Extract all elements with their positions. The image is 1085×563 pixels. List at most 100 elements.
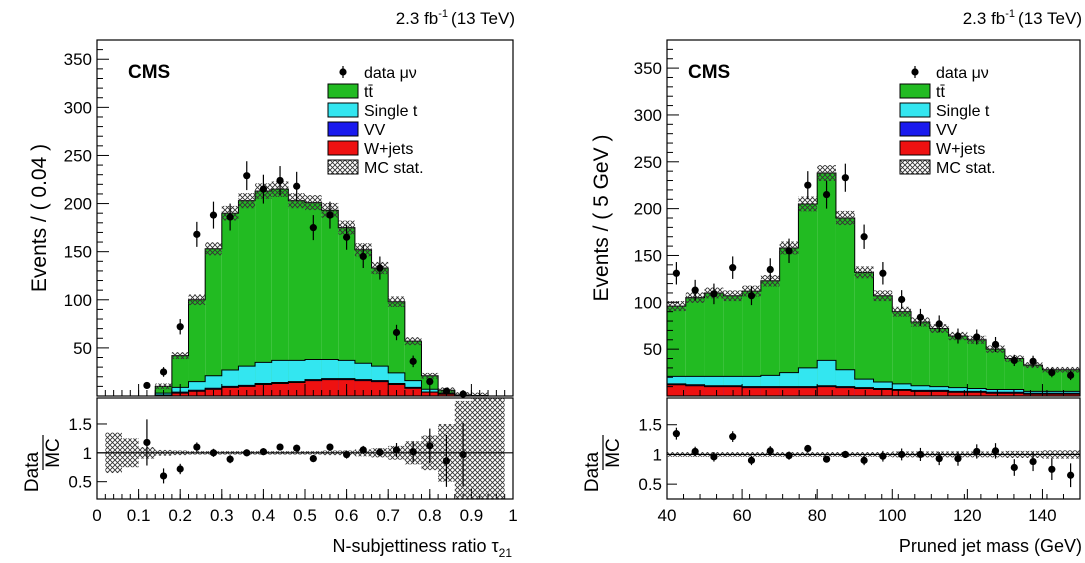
left-ratio-point xyxy=(160,472,167,479)
right-ratio-point xyxy=(1048,466,1055,473)
right-ratio-point xyxy=(729,433,736,440)
left-legend-label: Single t xyxy=(364,103,418,120)
left-x-tick-label: 1 xyxy=(508,506,517,525)
right-ttbar-bar xyxy=(855,272,874,396)
right-data-point xyxy=(673,270,680,277)
right-legend-label: Single t xyxy=(936,103,990,120)
right-legend-item-mcstat: MC stat. xyxy=(900,160,996,177)
right-x-tick-label: 40 xyxy=(658,506,677,525)
left-x-tick-label: 0.9 xyxy=(460,506,484,525)
left-legend-swatch xyxy=(328,84,358,98)
left-ratio-y-tick-label: 0.5 xyxy=(68,473,92,492)
left-y-tick-label: 100 xyxy=(64,291,92,310)
right-x-tick-label: 100 xyxy=(878,506,906,525)
left-data-point xyxy=(243,172,250,179)
right-ratio-point xyxy=(748,457,755,464)
right-data-point xyxy=(1048,369,1055,376)
right-ratio-point xyxy=(917,451,924,458)
right-wjets-bar xyxy=(742,388,761,396)
right-data-point xyxy=(785,247,792,254)
left-x-tick-label: 0.8 xyxy=(418,506,442,525)
left-data-point xyxy=(310,224,317,231)
right-mcstat-bin xyxy=(723,290,742,301)
right-legend-label: tt̄ xyxy=(936,84,945,101)
left-mcstat-bin xyxy=(305,195,322,210)
left-data-point xyxy=(293,183,300,190)
right-data-point xyxy=(767,266,774,273)
left-ttbar-bar xyxy=(205,249,222,396)
left-mcstat-bin xyxy=(189,294,206,305)
left-ratio-point xyxy=(343,451,350,458)
left-ratio-label-den: MC xyxy=(43,438,64,468)
left-ratio-point xyxy=(293,445,300,452)
left-ratio-point xyxy=(410,448,417,455)
left-mcstat-bin xyxy=(388,296,405,306)
right-ratio-point xyxy=(898,451,905,458)
right-ratio-label-den: MC xyxy=(603,438,624,468)
right-ratio-y-label: Data MC xyxy=(582,435,624,492)
right-ratio-frame xyxy=(667,398,1080,499)
right-data-point xyxy=(936,320,943,327)
right-lumi-label: 2.3 fb-1(13 TeV) xyxy=(963,8,1082,28)
left-ratio-point xyxy=(143,439,150,446)
left-ratio-point xyxy=(360,446,367,453)
right-ttbar-bar xyxy=(930,329,949,396)
left-x-tick-label: 0 xyxy=(92,506,101,525)
right-wjets-bar xyxy=(686,386,705,396)
right-wjets-bar xyxy=(836,388,855,396)
right-data-point xyxy=(842,174,849,181)
left-data-point xyxy=(210,212,217,219)
left-x-tick-label: 0.6 xyxy=(335,506,359,525)
right-y-tick-label: 350 xyxy=(634,59,662,78)
right-ratio-point xyxy=(823,456,830,463)
left-cms-label: CMS xyxy=(128,62,170,83)
right-legend-item-vv: VV xyxy=(900,122,958,139)
left-ratio-point xyxy=(177,465,184,472)
right-y-tick-label: 150 xyxy=(634,246,662,265)
left-data-point xyxy=(393,329,400,336)
left-x-tick-label: 0.5 xyxy=(293,506,317,525)
right-ratio-point xyxy=(954,455,961,462)
left-mcstat-bin xyxy=(238,193,255,208)
left-data-point xyxy=(326,212,333,219)
right-ratio-y-tick-label: 1.5 xyxy=(638,416,662,435)
right-data-point xyxy=(804,182,811,189)
right-data-point xyxy=(992,341,999,348)
left-data-point xyxy=(143,382,150,389)
left-data-point xyxy=(160,368,167,375)
right-data-point xyxy=(748,292,755,299)
right-wjets-bar xyxy=(855,389,874,396)
left-data-point xyxy=(227,213,234,220)
left-legend-label: VV xyxy=(364,122,386,139)
right-ratio-point xyxy=(1011,464,1018,471)
right-ttbar-bar xyxy=(911,322,930,396)
left-ratio-y-tick-label: 1.5 xyxy=(68,415,92,434)
right-data-point xyxy=(710,290,717,297)
right-data-point xyxy=(879,270,886,277)
right-ratio-point xyxy=(673,430,680,437)
left-x-tick-label: 0.4 xyxy=(252,506,276,525)
right-ratio-point xyxy=(861,457,868,464)
right-data-point xyxy=(898,296,905,303)
left-mcstat-bin xyxy=(405,337,422,345)
left-ratio-point xyxy=(426,442,433,449)
right-ratio-point xyxy=(879,453,886,460)
left-x-tick-label: 0.1 xyxy=(127,506,151,525)
left-x-tick-label: 0.2 xyxy=(168,506,192,525)
right-ratio-point xyxy=(767,447,774,454)
right-legend-swatch xyxy=(900,141,930,155)
right-ratio-point xyxy=(692,448,699,455)
left-ratio-y-tick-label: 1 xyxy=(83,444,92,463)
right-ratio-point xyxy=(804,445,811,452)
left-data-point xyxy=(260,186,267,193)
right-x-axis-label: Pruned jet mass (GeV) xyxy=(899,536,1082,556)
right-wjets-bar xyxy=(892,390,911,396)
right-data-point xyxy=(954,332,961,339)
left-y-tick-label: 250 xyxy=(64,146,92,165)
left-ratio-plot: 0.5 1 1.5 xyxy=(68,398,513,499)
right-data-point xyxy=(1011,357,1018,364)
left-data-point xyxy=(376,264,383,271)
